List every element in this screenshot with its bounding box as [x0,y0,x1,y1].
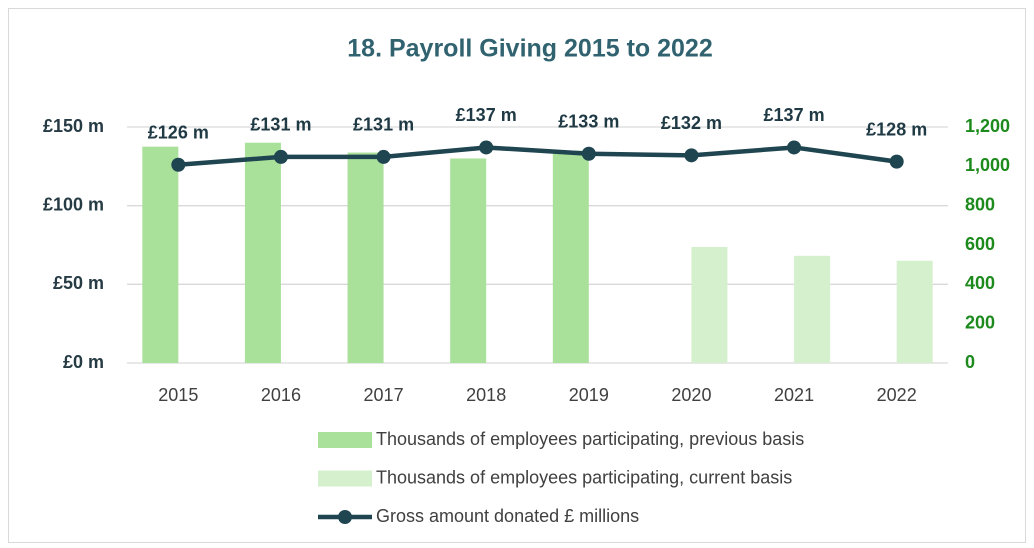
y2-tick-label: 800 [965,194,995,214]
data-label: £128 m [866,119,927,139]
line-marker [273,149,288,164]
line-marker [684,148,699,163]
bar [691,246,728,363]
data-label: £137 m [456,105,517,125]
data-label: £126 m [148,123,209,143]
x-tick-label: 2021 [774,385,814,405]
y2-tick-label: 1,000 [965,155,1010,175]
x-tick-label: 2020 [671,385,711,405]
bar [794,255,831,363]
line-marker [581,146,596,161]
y2-tick-label: 200 [965,312,995,332]
legend-label: Gross amount donated £ millions [376,506,639,526]
y2-tick-label: 1,200 [965,116,1010,136]
legend-label: Thousands of employees participating, cu… [376,467,792,487]
x-tick-label: 2017 [364,385,404,405]
line-marker [889,154,904,169]
bar [142,146,179,363]
line-marker [479,140,494,155]
legend-swatch [318,432,372,448]
chart-title: 18. Payroll Giving 2015 to 2022 [347,35,712,63]
x-tick-label: 2016 [261,385,301,405]
y2-tick-label: 400 [965,273,995,293]
bar [450,158,487,363]
line-marker [787,140,802,155]
line [178,145,897,168]
data-label: £131 m [353,115,414,135]
y2-tick-label: 0 [965,352,975,372]
y-tick-label: £50 m [53,273,104,293]
data-label: £132 m [661,113,722,133]
bar [896,260,933,363]
bar [244,142,281,363]
x-tick-label: 2018 [466,385,506,405]
legend-marker [338,510,352,524]
data-label: £131 m [250,115,311,135]
y-tick-label: £100 m [43,194,104,214]
y2-tick-label: 600 [965,234,995,254]
legend-swatch [318,470,372,487]
line-marker [376,149,391,164]
x-tick-label: 2022 [877,385,917,405]
bar [347,152,384,363]
y-tick-label: £0 m [63,352,104,372]
line-marker [171,157,186,172]
y-tick-label: £150 m [43,116,104,136]
bar [552,150,589,363]
x-tick-label: 2015 [158,385,198,405]
data-label: £133 m [558,111,619,131]
x-tick-label: 2019 [569,385,609,405]
data-label: £137 m [764,105,825,125]
legend-label: Thousands of employees participating, pr… [376,429,804,449]
